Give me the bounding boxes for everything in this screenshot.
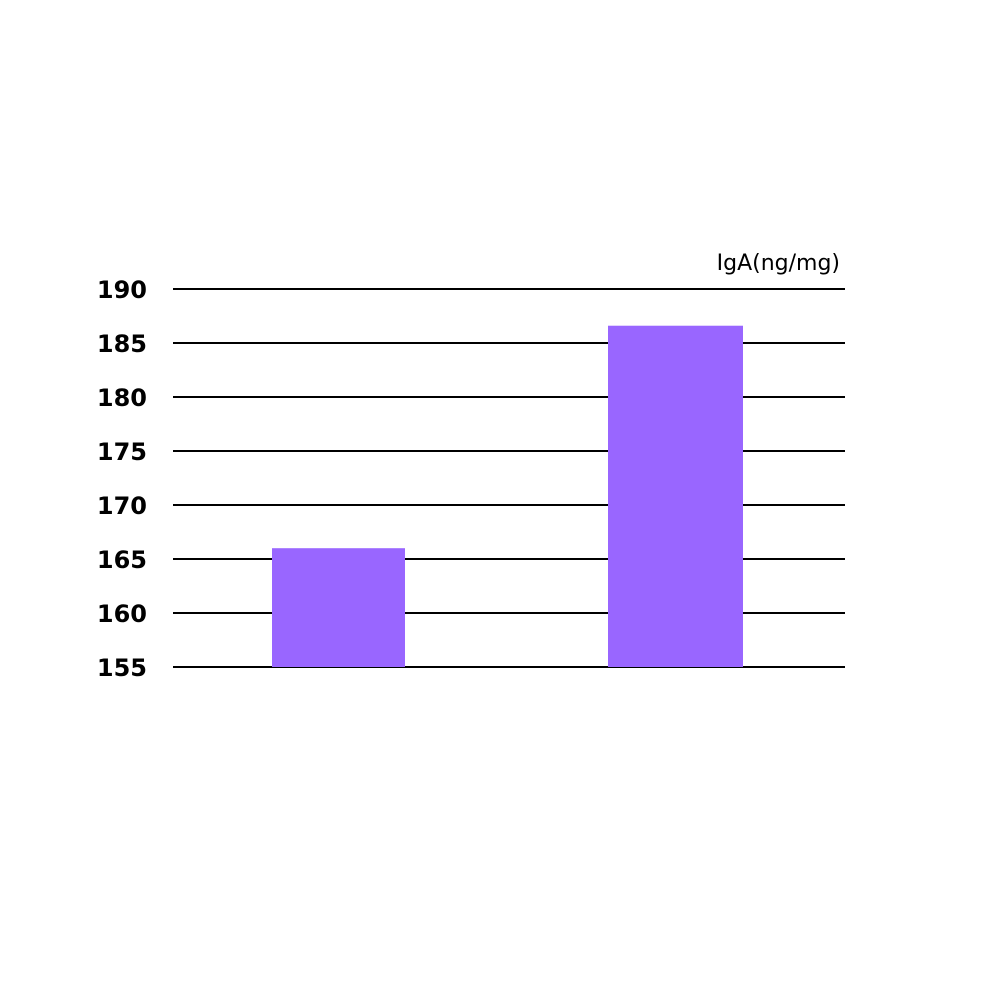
y-tick-label: 165: [97, 546, 147, 574]
y-tick-labels: 155 160 165 170 175 180 185 190: [97, 276, 147, 682]
y-tick-label: 170: [97, 492, 147, 520]
y-tick-label: 155: [97, 654, 147, 682]
y-axis-label: IgA(ng/mg): [717, 251, 840, 276]
bars: [272, 325, 743, 667]
y-tick-label: 160: [97, 600, 147, 628]
y-tick-label: 190: [97, 276, 147, 304]
y-tick-label: 175: [97, 438, 147, 466]
y-tick-label: 180: [97, 384, 147, 412]
bar-1: [272, 548, 405, 667]
bar-2: [608, 325, 743, 667]
y-tick-label: 185: [97, 330, 147, 358]
